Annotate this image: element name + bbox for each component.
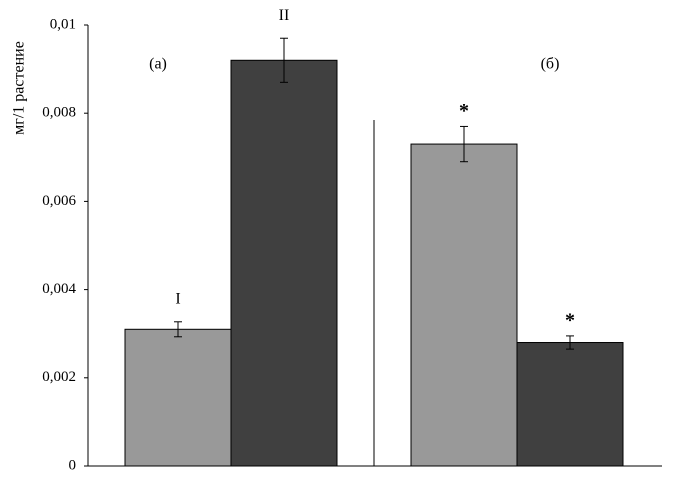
series-label: I (175, 290, 180, 307)
y-tick-label: 0,004 (42, 281, 76, 297)
series-label: II (279, 7, 290, 24)
bar (516, 342, 624, 467)
bar (230, 59, 338, 467)
annotation: * (459, 100, 469, 122)
bar (410, 143, 518, 467)
category-label: (б) (541, 56, 560, 73)
bar (124, 328, 232, 467)
y-tick-label: 0,006 (42, 193, 76, 209)
category-label: (а) (149, 56, 167, 73)
y-tick-label: 0,008 (42, 105, 76, 121)
y-tick-label: 0 (69, 457, 77, 473)
y-axis-label: мг/1 растение (11, 41, 28, 135)
annotation: * (565, 309, 575, 331)
y-tick-label: 0,002 (42, 369, 76, 385)
y-tick-label: 0,01 (50, 16, 76, 32)
